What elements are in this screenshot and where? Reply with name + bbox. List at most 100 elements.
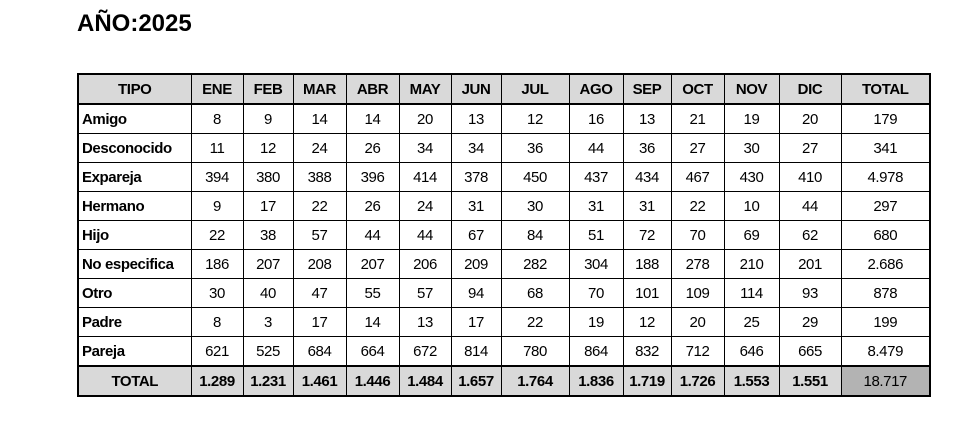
table-cell: 55 xyxy=(345,278,400,308)
table-cell: 8 xyxy=(190,103,244,134)
table-cell: 13 xyxy=(398,307,452,337)
row-label: Otro xyxy=(77,278,192,308)
table-row: Pareja 621 525 684 664 672 814 780 864 832 712 646 6… xyxy=(77,336,931,367)
table-cell: 101 xyxy=(622,278,672,308)
total-cell: 1.719 xyxy=(622,365,672,397)
table-cell: 70 xyxy=(568,278,624,308)
table-cell: 25 xyxy=(723,307,780,337)
table-cell: 19 xyxy=(723,103,780,134)
total-cell: 1.446 xyxy=(345,365,400,397)
table-cell: 410 xyxy=(778,162,842,192)
table-cell: 22 xyxy=(670,191,725,221)
table-cell: 13 xyxy=(622,103,672,134)
header-cell: DIC xyxy=(778,73,842,105)
table-cell: 450 xyxy=(500,162,570,192)
table-cell: 206 xyxy=(398,249,452,279)
table-cell: 209 xyxy=(450,249,502,279)
table-cell: 24 xyxy=(398,191,452,221)
table-cell: 19 xyxy=(568,307,624,337)
table-cell: 2.686 xyxy=(840,249,931,279)
data-table: TIPO ENE FEB MAR ABR MAY JUN JUL AGO SEP OCT NOV DIC… xyxy=(77,73,931,397)
header-row: TIPO ENE FEB MAR ABR MAY JUN JUL AGO SEP OCT NOV DIC… xyxy=(77,73,931,105)
table-cell: 16 xyxy=(568,103,624,134)
table-cell: 21 xyxy=(670,103,725,134)
table-cell: 57 xyxy=(398,278,452,308)
table-cell: 434 xyxy=(622,162,672,192)
table-cell: 201 xyxy=(778,249,842,279)
table-cell: 29 xyxy=(778,307,842,337)
table-cell: 388 xyxy=(292,162,347,192)
table-cell: 878 xyxy=(840,278,931,308)
row-label: No especifica xyxy=(77,249,192,279)
table-cell: 680 xyxy=(840,220,931,250)
header-cell: TIPO xyxy=(77,73,192,105)
table-cell: 109 xyxy=(670,278,725,308)
table-cell: 8 xyxy=(190,307,244,337)
table-cell: 672 xyxy=(398,336,452,367)
table-cell: 44 xyxy=(778,191,842,221)
table-cell: 20 xyxy=(398,103,452,134)
table-cell: 4.978 xyxy=(840,162,931,192)
table-cell: 14 xyxy=(292,103,347,134)
row-label: Hijo xyxy=(77,220,192,250)
table-cell: 9 xyxy=(190,191,244,221)
table-cell: 31 xyxy=(450,191,502,221)
table-cell: 84 xyxy=(500,220,570,250)
table-row: Hermano 9 17 22 26 24 31 30 31 31 22 10 44 297 xyxy=(77,191,931,221)
table-cell: 414 xyxy=(398,162,452,192)
table-row: Amigo 8 9 14 14 20 13 12 16 13 21 19 20 179 xyxy=(77,103,931,134)
table-cell: 304 xyxy=(568,249,624,279)
table-cell: 31 xyxy=(568,191,624,221)
table-cell: 9 xyxy=(242,103,294,134)
table-cell: 44 xyxy=(398,220,452,250)
table-cell: 17 xyxy=(292,307,347,337)
row-label: Amigo xyxy=(77,103,192,134)
header-cell: ABR xyxy=(345,73,400,105)
table-cell: 282 xyxy=(500,249,570,279)
table-row: Otro 30 40 47 55 57 94 68 70 101 109 114 93 878 xyxy=(77,278,931,308)
table-cell: 188 xyxy=(622,249,672,279)
table-cell: 297 xyxy=(840,191,931,221)
table-cell: 20 xyxy=(778,103,842,134)
table-cell: 31 xyxy=(622,191,672,221)
table-cell: 26 xyxy=(345,191,400,221)
table-cell: 44 xyxy=(568,133,624,163)
table-cell: 36 xyxy=(622,133,672,163)
table-cell: 69 xyxy=(723,220,780,250)
table-cell: 11 xyxy=(190,133,244,163)
table-row: Desconocido 11 12 24 26 34 34 36 44 36 27 30 27 341 xyxy=(77,133,931,163)
table-cell: 207 xyxy=(345,249,400,279)
table-cell: 12 xyxy=(622,307,672,337)
table-cell: 17 xyxy=(450,307,502,337)
table-cell: 3 xyxy=(242,307,294,337)
table-cell: 22 xyxy=(190,220,244,250)
header-cell: ENE xyxy=(190,73,244,105)
table-row: No especifica 186 207 208 207 206 209 282 304 188… xyxy=(77,249,931,279)
table-cell: 12 xyxy=(500,103,570,134)
table-row: Expareja 394 380 388 396 414 378 450 437 434 467 43… xyxy=(77,162,931,192)
table-cell: 40 xyxy=(242,278,294,308)
header-cell: JUN xyxy=(450,73,502,105)
total-cell: 1.726 xyxy=(670,365,725,397)
table-cell: 179 xyxy=(840,103,931,134)
row-label: Pareja xyxy=(77,336,192,367)
header-cell: AGO xyxy=(568,73,624,105)
table-cell: 57 xyxy=(292,220,347,250)
table-cell: 208 xyxy=(292,249,347,279)
table-row: Padre 8 3 17 14 13 17 22 19 12 20 25 29 199 xyxy=(77,307,931,337)
table-cell: 62 xyxy=(778,220,842,250)
table-cell: 14 xyxy=(345,307,400,337)
table-cell: 199 xyxy=(840,307,931,337)
table-cell: 51 xyxy=(568,220,624,250)
header-cell: FEB xyxy=(242,73,294,105)
table-cell: 67 xyxy=(450,220,502,250)
header-cell: OCT xyxy=(670,73,725,105)
table-cell: 380 xyxy=(242,162,294,192)
table-cell: 34 xyxy=(398,133,452,163)
table-cell: 525 xyxy=(242,336,294,367)
total-cell: 1.764 xyxy=(500,365,570,397)
header-cell: MAY xyxy=(398,73,452,105)
total-cell: 1.657 xyxy=(450,365,502,397)
total-cell: 1.484 xyxy=(398,365,452,397)
table-cell: 396 xyxy=(345,162,400,192)
